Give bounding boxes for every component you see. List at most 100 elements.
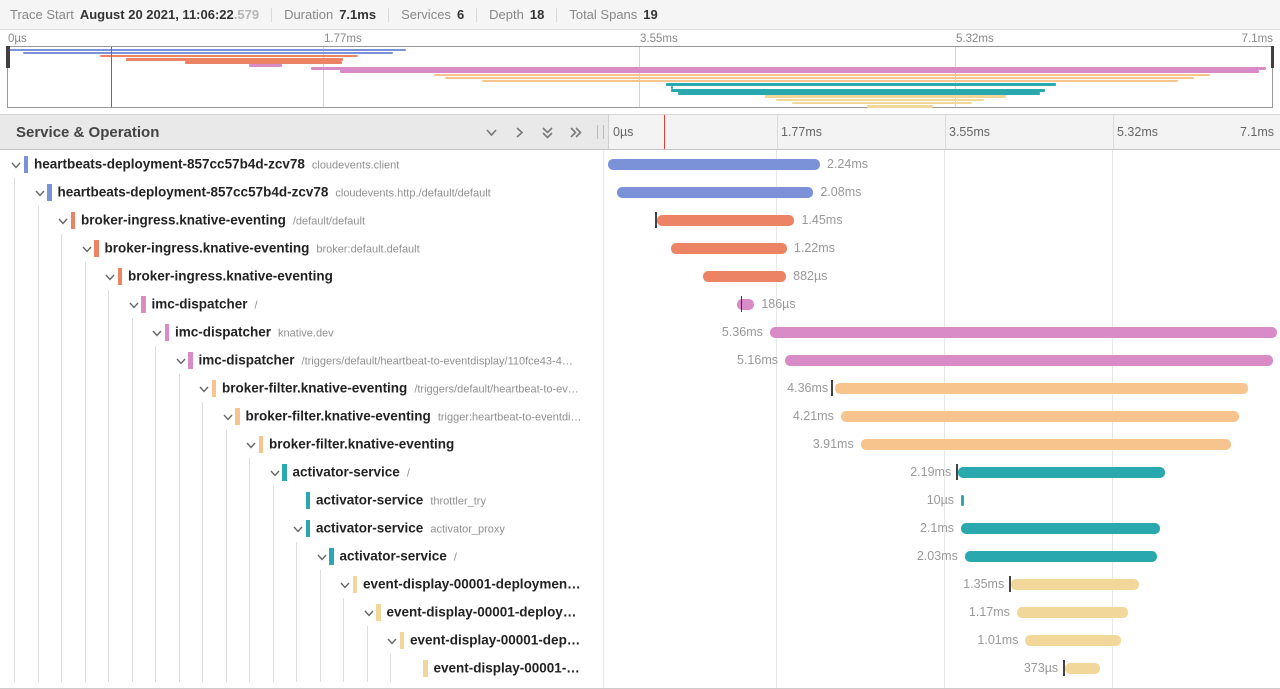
tree-indent-guide [37,430,39,458]
chevron-down-icon[interactable] [128,298,140,310]
span-duration-bar[interactable] [1016,607,1128,618]
span-duration-bar[interactable] [769,327,1278,338]
span-row[interactable]: broker-filter.knative-eventing/triggers/… [0,374,1280,402]
span-row[interactable]: imc-dispatcher/186µs [0,290,1280,318]
span-event-tick [1009,576,1011,592]
span-row[interactable]: broker-ingress.knative-eventing broker:de… [0,234,1280,262]
span-duration-bar[interactable] [657,215,795,226]
span-row[interactable]: event-display-00001-deploy… 1.17ms [0,598,1280,626]
tree-indent-guide [319,570,321,598]
service-name: activator-service throttler_try [316,492,486,508]
span-duration-bar[interactable] [671,243,787,254]
chevron-down-icon[interactable] [222,410,234,422]
chevron-down-icon[interactable] [245,438,257,450]
span-row[interactable]: broker-filter.knative-eventing trigger:he… [0,402,1280,430]
span-row[interactable]: event-display-00001-deploymen… 1.35ms [0,570,1280,598]
span-row[interactable]: event-display-00001-… 373µs [0,654,1280,682]
minimap-range-handle-right[interactable] [1270,46,1274,68]
tree-indent-guide [131,346,133,374]
chevron-down-icon[interactable] [198,382,210,394]
expand-one-icon[interactable] [511,124,527,140]
span-row[interactable]: heartbeats-deployment-857cc57b4d-zcv78 cl… [0,150,1280,178]
span-duration-bar[interactable] [1065,663,1101,674]
span-duration-bar[interactable] [961,495,964,506]
service-color-bar [164,323,169,341]
expand-all-icon[interactable] [567,124,583,140]
chevron-down-icon[interactable] [386,634,398,646]
minimap-range-handle-left[interactable] [6,46,10,68]
span-duration-label: 3.91ms [812,437,854,451]
chevron-down-icon[interactable] [57,214,69,226]
span-duration-bar[interactable] [616,187,814,198]
tree-indent-guide [178,514,180,542]
span-duration-bar[interactable] [784,355,1274,366]
minimap-canvas[interactable] [6,46,1274,108]
span-row[interactable]: heartbeats-deployment-857cc57b4d-zcv78 cl… [0,178,1280,206]
tree-indent-guide [296,654,297,682]
tree-indent-guide [319,626,321,654]
minimap-span-bar [671,89,1045,92]
chevron-down-icon[interactable] [34,186,46,198]
collapse-one-icon[interactable] [483,124,499,140]
span-row[interactable]: activator-service/2.03ms [0,542,1280,570]
tree-indent-guide [108,318,109,346]
service-color-bar [258,435,263,453]
minimap-span-bar [249,64,283,67]
chevron-down-icon[interactable] [363,606,375,618]
column-resizer-handle[interactable] [597,125,604,139]
span-row[interactable]: broker-ingress.knative-eventing 882µs [0,262,1280,290]
span-duration-bar[interactable] [1011,579,1139,590]
tree-indent-guide [108,626,109,654]
tree-indent-guide [108,598,109,626]
chevron-down-icon[interactable] [316,550,328,562]
span-duration-bar[interactable] [964,551,1157,562]
chevron-down-icon[interactable] [292,522,304,534]
span-duration-bar[interactable] [1025,635,1121,646]
service-name: activator-service activator_proxy [316,520,505,536]
service-color-bar [211,379,216,397]
span-duration-bar[interactable] [736,299,755,310]
span-duration-bar[interactable] [961,523,1160,534]
tree-indent-guide [131,514,133,542]
tree-indent-guide [61,402,62,430]
chevron-down-icon[interactable] [175,354,187,366]
tree-indent-guide [390,654,391,682]
span-row[interactable]: activator-service activator_proxy 2.1ms [0,514,1280,542]
timeline-tick-label: 1.77ms [781,125,822,139]
span-row[interactable]: event-display-00001-dep… 1.01ms [0,626,1280,654]
collapse-all-icon[interactable] [539,124,555,140]
span-row[interactable]: broker-ingress.knative-eventing/default/… [0,206,1280,234]
chevron-down-icon[interactable] [269,466,281,478]
span-row[interactable]: imc-dispatcher/triggers/default/heartbea… [0,346,1280,374]
span-duration-bar[interactable] [860,439,1231,450]
chevron-down-icon[interactable] [10,158,22,170]
span-duration-bar[interactable] [958,467,1166,478]
span-duration-bar[interactable] [835,383,1248,394]
service-color-bar [399,631,404,649]
tree-indent-guide [37,206,39,234]
tree-indent-guide [296,570,297,598]
service-name: event-display-00001-deploymen… [363,576,581,592]
tree-indent-guide [37,542,39,570]
timeline-ruler[interactable]: 0µs 1.77ms 3.55ms 5.32ms 7.1ms [608,114,1280,150]
chevron-down-icon[interactable] [151,326,163,338]
chevron-down-icon[interactable] [104,270,116,282]
span-duration-bar[interactable] [608,159,820,170]
tree-indent-guide [84,542,86,570]
span-duration-bar[interactable] [702,271,787,282]
tree-indent-guide [272,542,274,570]
span-row[interactable]: activator-service/2.19ms [0,458,1280,486]
minimap-span-bar [678,92,1040,95]
tree-indent-guide [14,654,15,682]
chevron-down-icon[interactable] [81,242,93,254]
tree-indent-guide [131,654,133,682]
span-duration-bar[interactable] [840,411,1240,422]
minimap-span-bar [434,73,1211,77]
chevron-down-icon[interactable] [339,578,351,590]
tree-indent-guide [366,654,368,682]
tree-indent-guide [61,626,62,654]
span-row[interactable]: imc-dispatcher knative.dev 5.36ms [0,318,1280,346]
span-row[interactable]: activator-service throttler_try 10µs [0,486,1280,514]
span-row[interactable]: broker-filter.knative-eventing 3.91ms [0,430,1280,458]
tree-indent-guide [131,374,133,402]
